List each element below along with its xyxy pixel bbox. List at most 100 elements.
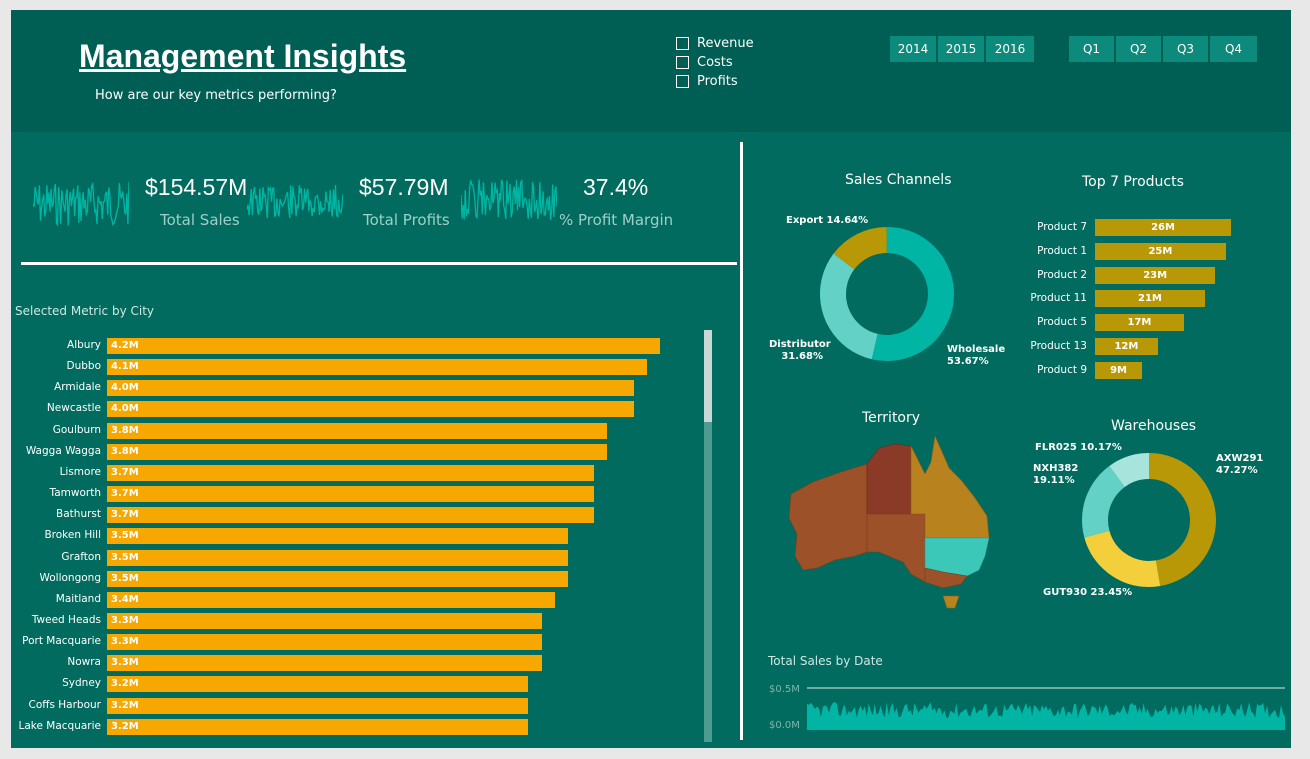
quarter-button-q4[interactable]: Q4 [1210, 36, 1257, 62]
product-label: Product 7 [1037, 221, 1087, 233]
city-label: Tweed Heads [31, 613, 101, 626]
region-nt[interactable] [866, 443, 912, 515]
donut-slice[interactable] [1082, 453, 1216, 587]
city-label: Lake Macquarie [18, 719, 101, 732]
year-button-2014[interactable]: 2014 [890, 36, 936, 62]
city-label: Tamworth [49, 487, 101, 500]
kpi-divider [21, 262, 737, 265]
city-chart-title: Selected Metric by City [15, 304, 155, 318]
city-bar[interactable] [107, 486, 595, 503]
city-bar[interactable] [107, 507, 595, 524]
metric-toggle-revenue[interactable]: Revenue [676, 36, 754, 51]
city-chart-scroll-thumb[interactable] [704, 330, 712, 422]
donut-slice[interactable] [819, 226, 955, 362]
city-bar[interactable] [107, 570, 568, 587]
city-bar[interactable] [107, 634, 542, 651]
city-bar-value: 3.8M [111, 445, 139, 457]
warehouse-label-axw291-name: AXW291 [1216, 453, 1264, 464]
margin-sparkline [461, 179, 557, 220]
warehouse-label-flr025: FLR025 10.17% [1035, 442, 1122, 453]
product-label: Product 1 [1037, 244, 1087, 257]
city-bar-value: 4.1M [111, 361, 139, 373]
y-tick-label: $0.0M [769, 720, 800, 731]
product-label: Product 5 [1037, 316, 1087, 329]
region-sa[interactable] [866, 513, 926, 583]
city-bar-value: 3.7M [111, 488, 139, 500]
warehouses-title: Warehouses [1111, 418, 1197, 434]
metric-toggle-profits[interactable]: Profits [676, 74, 738, 89]
city-bar[interactable] [107, 697, 529, 714]
product-bar[interactable] [1095, 219, 1231, 236]
city-label: Nowra [67, 656, 101, 669]
sales-sparkline [33, 181, 129, 227]
city-bar[interactable] [107, 338, 660, 354]
quarter-button-q1[interactable]: Q1 [1069, 36, 1114, 62]
city-label: Lismore [59, 465, 101, 478]
sales-channels-donut[interactable] [819, 226, 955, 362]
product-bar[interactable] [1095, 266, 1216, 284]
territory-map[interactable] [783, 434, 993, 610]
product-bar[interactable] [1095, 314, 1184, 332]
city-bar[interactable] [107, 655, 542, 672]
city-bar[interactable] [107, 443, 608, 460]
city-bar-value: 3.5M [111, 572, 139, 584]
year-button-2015[interactable]: 2015 [938, 36, 984, 62]
city-bar[interactable] [107, 401, 634, 418]
metric-toggle-label: Revenue [697, 36, 754, 51]
warehouse-label-gut930: GUT930 23.45% [1043, 587, 1133, 598]
city-bar[interactable] [107, 359, 647, 376]
section-divider [740, 142, 743, 740]
checkbox-icon[interactable] [676, 56, 689, 69]
region-qld[interactable] [910, 434, 990, 539]
city-chart-scrollbar[interactable] [704, 330, 712, 742]
product-bar[interactable] [1095, 338, 1158, 355]
region-wa[interactable] [788, 463, 868, 571]
checkbox-icon[interactable] [676, 75, 689, 88]
city-bar-value: 4.0M [111, 382, 139, 394]
product-bar[interactable] [1095, 361, 1143, 379]
region-tas[interactable] [942, 595, 960, 609]
year-button-2016[interactable]: 2016 [986, 36, 1034, 62]
city-bar-value: 3.5M [111, 551, 139, 563]
city-bar[interactable] [107, 591, 555, 608]
city-bar[interactable] [107, 718, 529, 735]
product-label: Product 13 [1030, 340, 1087, 352]
city-bar[interactable] [107, 380, 634, 397]
city-label: Sydney [62, 677, 101, 690]
city-bar-value: 3.2M [111, 720, 139, 732]
quarter-button-q2[interactable]: Q2 [1116, 36, 1161, 62]
city-bar[interactable] [107, 464, 595, 481]
checkbox-icon[interactable] [676, 37, 689, 50]
quarter-button-q3[interactable]: Q3 [1163, 36, 1208, 62]
city-bar[interactable] [107, 676, 529, 693]
product-bar-value: 17M [1127, 317, 1152, 329]
city-bar[interactable] [107, 549, 568, 566]
city-bar[interactable] [107, 528, 568, 545]
metric-toggle-costs[interactable]: Costs [676, 55, 733, 70]
product-bar[interactable] [1095, 242, 1226, 260]
city-bar[interactable] [107, 422, 608, 439]
product-bar[interactable] [1095, 290, 1205, 308]
city-bar[interactable] [107, 612, 542, 629]
warehouses-donut[interactable] [1081, 452, 1217, 588]
donut-slice[interactable] [1082, 453, 1216, 587]
sales-by-date-title: Total Sales by Date [768, 654, 883, 668]
city-bar-value: 3.3M [111, 657, 139, 669]
city-bar-value: 4.2M [111, 340, 139, 351]
city-label: Bathurst [56, 508, 101, 521]
product-bar-value: 21M [1137, 293, 1162, 305]
product-bar-value: 26M [1151, 222, 1175, 233]
product-bar-value: 23M [1143, 269, 1168, 281]
donut-slice[interactable] [1082, 453, 1216, 587]
donut-slice[interactable] [819, 226, 955, 362]
city-bar-value: 3.5M [111, 530, 139, 542]
channel-label-distributor: Distributor 31.68% [769, 339, 831, 363]
kpi-profit-margin-value: 37.4% [583, 174, 649, 200]
city-label: Grafton [61, 550, 101, 563]
page-title: Management Insights [79, 38, 407, 74]
product-label: Product 9 [1037, 363, 1087, 376]
dashboard-canvas: Management Insights How are our key metr… [11, 10, 1291, 748]
city-label: Newcastle [46, 402, 101, 415]
product-label: Product 11 [1030, 292, 1087, 305]
region-vic[interactable] [924, 567, 968, 589]
